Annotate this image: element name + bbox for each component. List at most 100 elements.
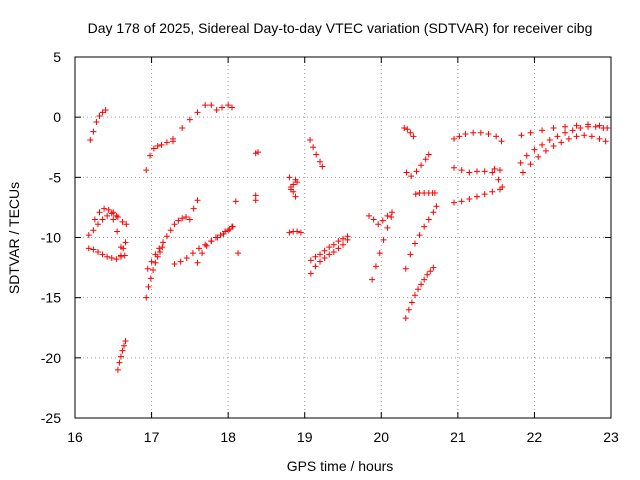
data-point bbox=[122, 239, 129, 246]
data-point bbox=[147, 275, 154, 282]
data-point bbox=[108, 254, 115, 261]
data-point bbox=[85, 245, 92, 252]
y-tick-labels: 5 0 -5 -10 -15 -20 -25 bbox=[41, 49, 61, 426]
data-point bbox=[93, 118, 100, 125]
y-tick-label: -25 bbox=[41, 410, 61, 426]
data-point bbox=[119, 218, 126, 225]
data-point bbox=[596, 135, 603, 142]
data-point bbox=[119, 347, 126, 354]
data-point bbox=[190, 205, 197, 212]
data-point bbox=[550, 143, 557, 150]
data-point bbox=[550, 124, 557, 131]
data-point bbox=[99, 251, 106, 258]
data-point bbox=[412, 191, 419, 198]
data-point bbox=[366, 212, 373, 219]
data-point bbox=[518, 132, 525, 139]
data-point bbox=[462, 131, 469, 138]
data-point bbox=[114, 228, 121, 235]
data-point bbox=[430, 209, 437, 216]
y-tick-label: -15 bbox=[41, 290, 61, 306]
data-point bbox=[171, 260, 178, 267]
series-arc-25 bbox=[402, 264, 437, 322]
data-point bbox=[489, 169, 496, 176]
data-point bbox=[340, 235, 346, 242]
data-point bbox=[562, 123, 569, 130]
data-point bbox=[96, 209, 103, 216]
data-point bbox=[474, 193, 480, 200]
data-point bbox=[99, 109, 106, 116]
data-point bbox=[116, 359, 123, 366]
series-arc-31 bbox=[517, 123, 607, 166]
data-point bbox=[562, 129, 569, 136]
data-point bbox=[602, 138, 609, 145]
data-point bbox=[90, 227, 97, 234]
data-point bbox=[144, 265, 151, 272]
series-arc-03 bbox=[85, 210, 120, 239]
data-point bbox=[421, 276, 428, 283]
data-point bbox=[307, 270, 314, 277]
data-point bbox=[319, 163, 326, 170]
data-point bbox=[189, 250, 196, 257]
data-point bbox=[307, 257, 314, 264]
data-point bbox=[418, 162, 425, 169]
data-point bbox=[369, 276, 376, 283]
data-point bbox=[585, 121, 592, 128]
data-point bbox=[317, 251, 324, 258]
data-point bbox=[117, 252, 124, 259]
data-point bbox=[415, 286, 422, 293]
data-point bbox=[430, 264, 437, 271]
series-arc-21 bbox=[369, 214, 395, 283]
data-point bbox=[104, 253, 111, 260]
chart-title: Day 178 of 2025, Sidereal Day-to-day VTE… bbox=[88, 20, 593, 36]
data-point bbox=[588, 133, 595, 140]
data-point bbox=[421, 223, 428, 230]
series-arc-16 bbox=[286, 228, 304, 236]
data-point bbox=[183, 214, 190, 221]
y-tick-label: 0 bbox=[53, 109, 61, 125]
data-point bbox=[558, 139, 565, 146]
data-point bbox=[217, 232, 224, 239]
data-point bbox=[451, 164, 458, 171]
data-point bbox=[160, 239, 167, 246]
data-point bbox=[388, 214, 395, 221]
data-point bbox=[290, 181, 297, 188]
y-tick-label: -20 bbox=[41, 350, 61, 366]
series-arc-23 bbox=[403, 151, 432, 180]
data-point bbox=[496, 167, 503, 174]
series-arc-10 bbox=[143, 244, 166, 301]
data-point bbox=[489, 188, 496, 195]
data-point bbox=[402, 315, 409, 322]
data-point bbox=[493, 133, 500, 140]
data-point bbox=[458, 167, 465, 174]
data-point bbox=[186, 116, 193, 123]
data-point bbox=[519, 169, 526, 176]
data-point bbox=[222, 228, 229, 235]
data-point bbox=[152, 259, 159, 266]
data-point bbox=[114, 366, 121, 373]
data-point bbox=[143, 167, 150, 174]
data-point bbox=[202, 102, 209, 109]
data-point bbox=[117, 353, 124, 360]
data-point bbox=[163, 233, 170, 240]
series-arc-01 bbox=[87, 106, 109, 144]
data-point bbox=[105, 206, 112, 213]
series-arc-17 bbox=[307, 137, 326, 170]
data-point bbox=[427, 268, 434, 275]
data-point bbox=[481, 191, 488, 198]
data-point bbox=[225, 227, 232, 234]
data-point bbox=[159, 244, 166, 251]
data-point bbox=[255, 149, 262, 156]
data-point bbox=[310, 144, 317, 151]
data-point bbox=[451, 199, 458, 206]
series-arc-29 bbox=[451, 186, 503, 206]
data-point bbox=[424, 271, 431, 278]
data-point bbox=[527, 129, 534, 136]
data-point bbox=[404, 126, 411, 133]
data-point bbox=[592, 123, 599, 130]
data-point bbox=[565, 135, 572, 142]
data-point bbox=[539, 141, 546, 148]
data-point bbox=[186, 216, 193, 223]
data-point bbox=[456, 133, 463, 140]
data-point bbox=[604, 124, 611, 131]
data-point bbox=[156, 248, 163, 255]
